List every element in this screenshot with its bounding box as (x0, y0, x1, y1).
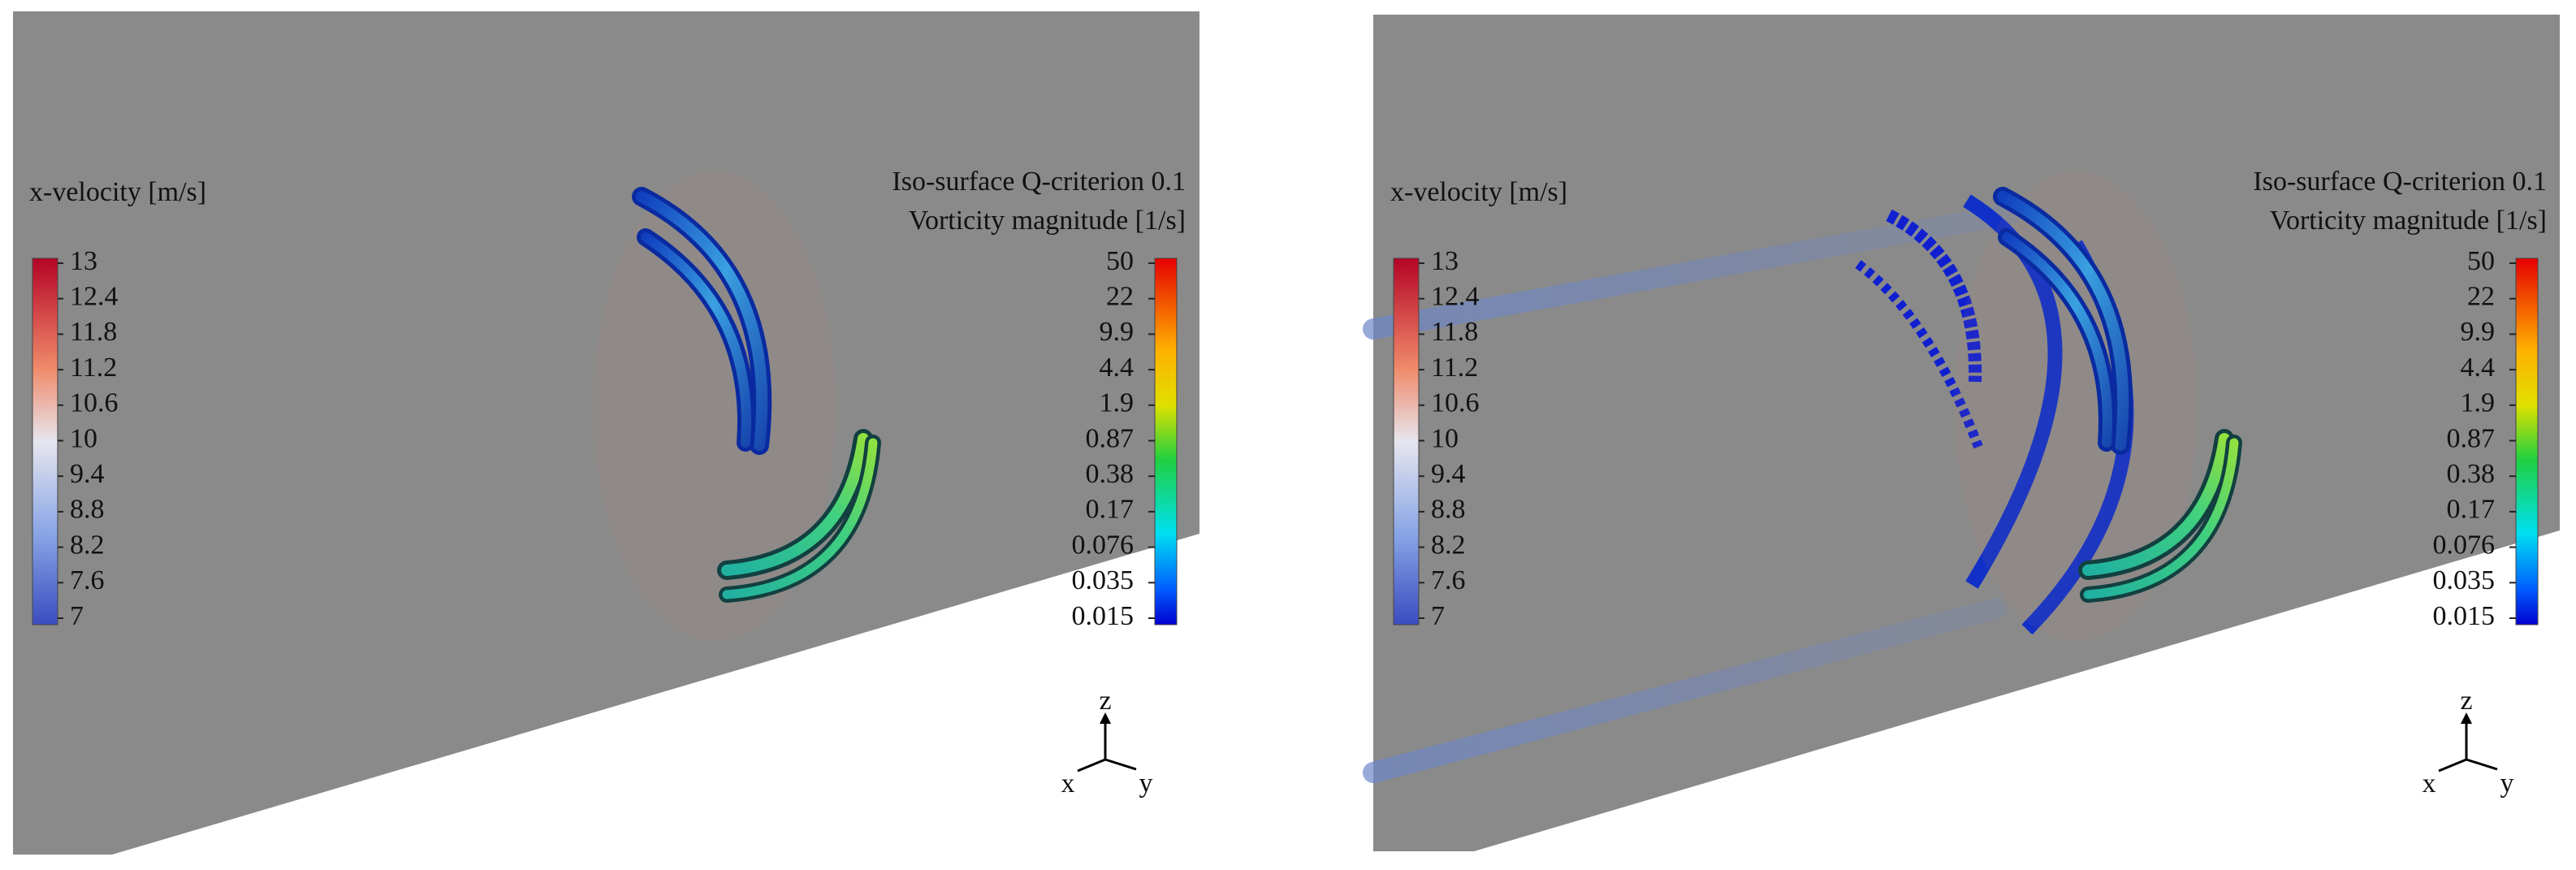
colorbar-tick-label: 10 (1431, 423, 1459, 453)
vortex-surface (1997, 191, 2129, 451)
vortex-surface (641, 232, 751, 448)
vortex-surface (1886, 209, 1982, 383)
rotor-disk (593, 171, 836, 642)
colorbar-tick-label: 9.4 (70, 459, 105, 489)
legend-title: x-velocity [m/s] (29, 177, 206, 207)
triad-axis (1104, 758, 1137, 771)
colorbar-tick-label: 0.076 (1072, 530, 1135, 560)
colorbar-tick-label: 22 (1106, 281, 1134, 311)
colorbar-tick-label: 8.2 (1431, 530, 1466, 560)
domain-plane (13, 11, 1199, 855)
colorbar-tick-label: 11.2 (1431, 353, 1478, 383)
colorbar-tick-label: 0.015 (2433, 601, 2496, 631)
axis-label: y (1139, 768, 1153, 799)
colorbar-tick-label: 9.4 (1431, 459, 1466, 489)
axis-label: z (1099, 686, 1111, 716)
colorbar-tick-label: 9.9 (2461, 317, 2496, 347)
colorbar-tick-label: 7.6 (1431, 565, 1466, 595)
colorbar-tick-label: 0.035 (2433, 565, 2496, 595)
colorbar-tick-label: 4.4 (2461, 353, 2496, 383)
domain-plane (1373, 15, 2560, 851)
panel: x-velocity [m/s] 13 12.4 11.8 11.2 10.6 10 9.4 8… (29, 167, 1186, 799)
colorbar-tick-label: 50 (1106, 246, 1134, 276)
colorbar-tick-label: 0.87 (2447, 423, 2496, 453)
colorbar-tick-label: 7 (1431, 601, 1445, 631)
colorbar-tick-label: 13 (70, 246, 97, 276)
colorbar-tick-label: 0.076 (2433, 530, 2496, 560)
colorbar (1154, 258, 1178, 625)
colorbar-tick-label: 1.9 (1100, 388, 1135, 418)
legend-subtitle: Vorticity magnitude [1/s] (2270, 206, 2547, 236)
wake-streak (1363, 203, 2023, 340)
axis-label: y (2500, 768, 2514, 799)
colorbar-tick-label: 12.4 (70, 281, 119, 311)
rotor-disk (1954, 171, 2198, 642)
legend-title: Iso-surface Q-criterion 0.1 (892, 167, 1186, 197)
colorbar-tick-label: 13 (1431, 246, 1459, 276)
colorbar-tick-label: 0.87 (1086, 423, 1135, 453)
triad-axis (2466, 758, 2498, 771)
legend-title: x-velocity [m/s] (1390, 177, 1567, 207)
colorbar-tick-label: 0.015 (1072, 601, 1135, 631)
colorbar-tick-label: 10.6 (1431, 388, 1480, 418)
colorbar-tick-label: 0.17 (1086, 495, 1135, 525)
legend-title: Iso-surface Q-criterion 0.1 (2253, 167, 2547, 197)
colorbar (32, 258, 58, 625)
triad-axis (1077, 758, 1106, 773)
colorbar-tick-label: 1.9 (2461, 388, 2496, 418)
vortex-surface (722, 438, 878, 599)
axis-label: x (2423, 768, 2436, 799)
colorbar-tick-label: 8.8 (1431, 495, 1466, 525)
colorbar-tick-label: 8.8 (70, 495, 105, 525)
colorbar-tick-label: 10.6 (70, 388, 119, 418)
colorbar-tick-label: 11.2 (70, 353, 117, 383)
colorbar-tick-label: 11.8 (70, 317, 117, 347)
colorbar-tick-label: 8.2 (70, 530, 105, 560)
legend-subtitle: Vorticity magnitude [1/s] (909, 206, 1186, 236)
colorbar-tick-label: 22 (2467, 281, 2495, 311)
vortex-surface (2002, 232, 2112, 448)
colorbar-tick-label: 0.17 (2447, 495, 2496, 525)
colorbar-tick-label: 9.9 (1100, 317, 1135, 347)
colorbar-tick-label: 50 (2467, 246, 2495, 276)
vortex-surface (2082, 433, 2230, 576)
colorbar (2515, 258, 2539, 625)
vortex-surface (721, 433, 869, 576)
vortex-surface (1855, 260, 1983, 449)
triad-arrow (2461, 712, 2472, 724)
axis-label: z (2460, 686, 2472, 716)
colorbar-tick-label: 7.6 (70, 565, 105, 595)
colorbar-tick-label: 11.8 (1431, 317, 1478, 347)
axis-label: x (1061, 768, 1075, 799)
vortex-surface (2083, 438, 2239, 599)
colorbar-tick-label: 0.035 (1072, 565, 1135, 595)
vortex-surface (636, 191, 768, 451)
colorbar-tick-label: 7 (70, 601, 84, 631)
triad-arrow (1100, 712, 1111, 724)
colorbar-tick-label: 0.38 (1086, 459, 1135, 489)
colorbar (1393, 258, 1420, 625)
colorbar-tick-label: 0.38 (2447, 459, 2496, 489)
triad-axis (2438, 758, 2467, 773)
colorbar-tick-label: 4.4 (1100, 353, 1135, 383)
colorbar-tick-label: 12.4 (1431, 281, 1480, 311)
panel: x-velocity [m/s] 13 12.4 11.8 11.2 10.6 10 9.4 8… (1363, 167, 2547, 799)
wake-streak (1363, 598, 2007, 783)
colorbar-tick-label: 10 (70, 423, 97, 453)
